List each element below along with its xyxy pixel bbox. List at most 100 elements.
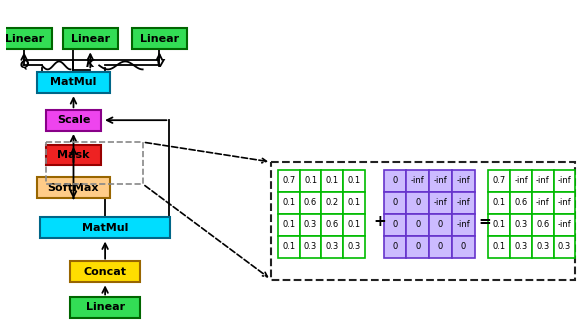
Text: -inf: -inf <box>558 198 572 207</box>
Text: Linear: Linear <box>86 303 125 312</box>
FancyBboxPatch shape <box>37 72 109 93</box>
Bar <box>384 214 406 236</box>
Text: 0.6: 0.6 <box>536 220 549 229</box>
FancyBboxPatch shape <box>46 110 101 131</box>
FancyBboxPatch shape <box>37 177 109 198</box>
Bar <box>321 192 343 214</box>
Text: 0.1: 0.1 <box>326 176 339 185</box>
Bar <box>278 236 300 258</box>
Text: 0.2: 0.2 <box>326 198 339 207</box>
Text: 0: 0 <box>438 242 443 251</box>
Text: 0: 0 <box>415 242 420 251</box>
Bar <box>553 170 576 192</box>
Bar <box>384 236 406 258</box>
Text: 0.3: 0.3 <box>558 242 571 251</box>
Text: 0.1: 0.1 <box>304 176 317 185</box>
Text: -inf: -inf <box>514 176 528 185</box>
Text: SoftMax: SoftMax <box>48 183 100 193</box>
Bar <box>510 170 532 192</box>
Bar <box>532 192 553 214</box>
Text: -inf: -inf <box>536 198 549 207</box>
Bar <box>384 192 406 214</box>
Text: Scale: Scale <box>57 115 90 125</box>
Text: 0.6: 0.6 <box>514 198 528 207</box>
Bar <box>510 192 532 214</box>
Bar <box>429 214 452 236</box>
Text: -inf: -inf <box>411 176 425 185</box>
Text: Linear: Linear <box>5 34 44 44</box>
FancyBboxPatch shape <box>70 261 140 282</box>
Text: 0.1: 0.1 <box>493 198 506 207</box>
Bar <box>300 236 321 258</box>
Bar <box>278 170 300 192</box>
Bar <box>300 192 321 214</box>
Text: -inf: -inf <box>434 198 448 207</box>
Text: MatMul: MatMul <box>50 77 97 87</box>
Text: 0.6: 0.6 <box>304 198 317 207</box>
FancyBboxPatch shape <box>132 28 187 49</box>
FancyBboxPatch shape <box>0 28 52 49</box>
Text: 0.7: 0.7 <box>282 176 296 185</box>
Bar <box>429 170 452 192</box>
Text: =: = <box>478 214 491 229</box>
Bar <box>488 192 510 214</box>
Text: -inf: -inf <box>558 176 572 185</box>
Text: 0.3: 0.3 <box>326 242 339 251</box>
Text: K: K <box>86 59 95 69</box>
Bar <box>406 214 429 236</box>
Text: 0.3: 0.3 <box>514 220 528 229</box>
Bar <box>452 236 474 258</box>
Text: 0: 0 <box>460 242 466 251</box>
Text: -inf: -inf <box>434 176 448 185</box>
Bar <box>406 170 429 192</box>
Text: 0.1: 0.1 <box>493 242 506 251</box>
Bar <box>321 214 343 236</box>
Bar <box>510 214 532 236</box>
Bar <box>553 236 576 258</box>
Bar <box>271 162 576 279</box>
Text: 0.6: 0.6 <box>326 220 339 229</box>
Text: 0: 0 <box>392 176 398 185</box>
Text: 0.3: 0.3 <box>536 242 549 251</box>
Text: Linear: Linear <box>140 34 179 44</box>
Bar <box>300 170 321 192</box>
Bar <box>488 170 510 192</box>
Bar <box>321 170 343 192</box>
Bar <box>406 236 429 258</box>
Text: 0.3: 0.3 <box>304 242 317 251</box>
Text: 0.1: 0.1 <box>282 220 296 229</box>
Bar <box>553 214 576 236</box>
Text: Linear: Linear <box>71 34 110 44</box>
Text: 0.3: 0.3 <box>514 242 528 251</box>
FancyBboxPatch shape <box>46 144 101 166</box>
Text: +: + <box>374 214 386 229</box>
Bar <box>532 170 553 192</box>
Text: Q: Q <box>19 59 29 69</box>
Bar <box>510 236 532 258</box>
Text: Mask: Mask <box>57 150 90 160</box>
Bar <box>553 192 576 214</box>
Text: 0.1: 0.1 <box>282 242 296 251</box>
Bar <box>343 214 365 236</box>
Bar <box>384 170 406 192</box>
Text: 0.7: 0.7 <box>493 176 506 185</box>
Text: 0: 0 <box>415 220 420 229</box>
Text: -inf: -inf <box>456 220 470 229</box>
Text: 0.1: 0.1 <box>347 176 361 185</box>
Text: -inf: -inf <box>558 220 572 229</box>
Bar <box>406 192 429 214</box>
Text: 0: 0 <box>415 198 420 207</box>
Text: MatMul: MatMul <box>82 223 128 233</box>
Bar <box>452 170 474 192</box>
Text: 0.1: 0.1 <box>347 198 361 207</box>
Bar <box>532 214 553 236</box>
FancyBboxPatch shape <box>40 217 170 238</box>
Text: 0.3: 0.3 <box>304 220 317 229</box>
FancyBboxPatch shape <box>63 28 118 49</box>
Bar <box>300 214 321 236</box>
Text: -inf: -inf <box>456 198 470 207</box>
Text: -inf: -inf <box>536 176 549 185</box>
Text: 0: 0 <box>438 220 443 229</box>
Bar <box>278 192 300 214</box>
Bar <box>429 192 452 214</box>
